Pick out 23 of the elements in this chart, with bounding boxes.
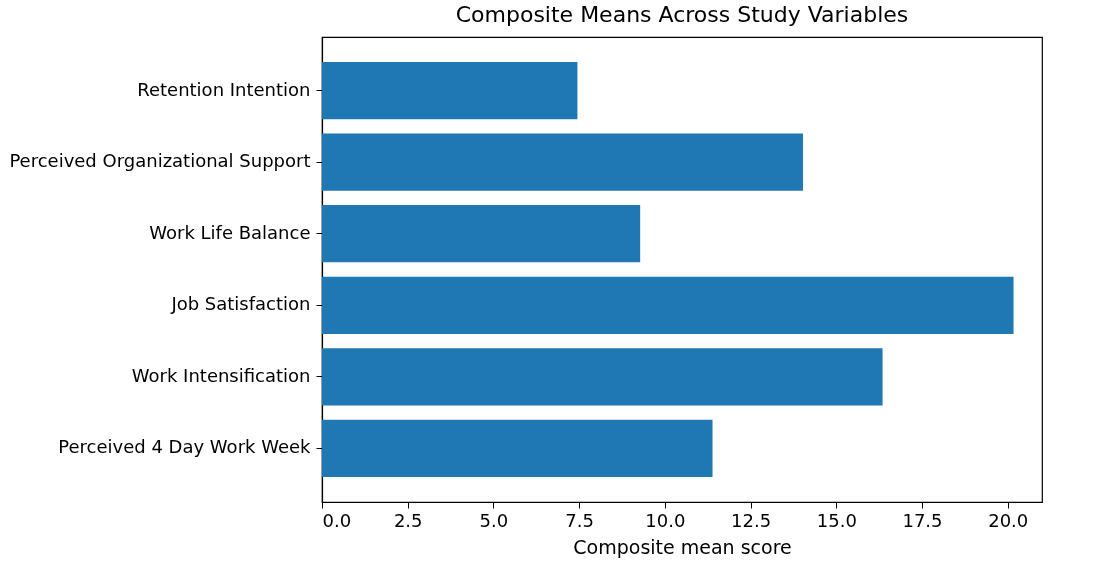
- x-tick-label: 12.5: [731, 509, 772, 531]
- x-tick-label: 20.0: [988, 509, 1029, 531]
- y-tick-label: Work Intensification: [131, 364, 311, 386]
- y-tick-label: Job Satisfaction: [170, 293, 311, 315]
- x-tick-label: 5.0: [479, 509, 509, 531]
- x-tick-label: 17.5: [902, 509, 943, 531]
- y-tick-label: Retention Intention: [137, 78, 311, 100]
- x-axis-title: Composite mean score: [573, 535, 792, 558]
- x-tick-label: 15.0: [816, 509, 857, 531]
- bar: [322, 205, 641, 263]
- y-tick-label: Perceived Organizational Support: [9, 150, 311, 172]
- bar: [322, 348, 883, 406]
- x-tick-label: 2.5: [393, 509, 423, 531]
- x-tick-label: 10.0: [645, 509, 686, 531]
- bar: [322, 419, 713, 477]
- y-tick-label: Work Life Balance: [149, 221, 311, 243]
- chart-title: Composite Means Across Study Variables: [455, 2, 909, 27]
- y-tick-label: Perceived 4 Day Work Week: [58, 436, 312, 458]
- bar: [322, 133, 804, 191]
- x-tick-label: 0.0: [322, 509, 352, 531]
- x-tick-label: 7.5: [565, 509, 594, 531]
- bar: [322, 276, 1014, 334]
- bar: [322, 62, 578, 120]
